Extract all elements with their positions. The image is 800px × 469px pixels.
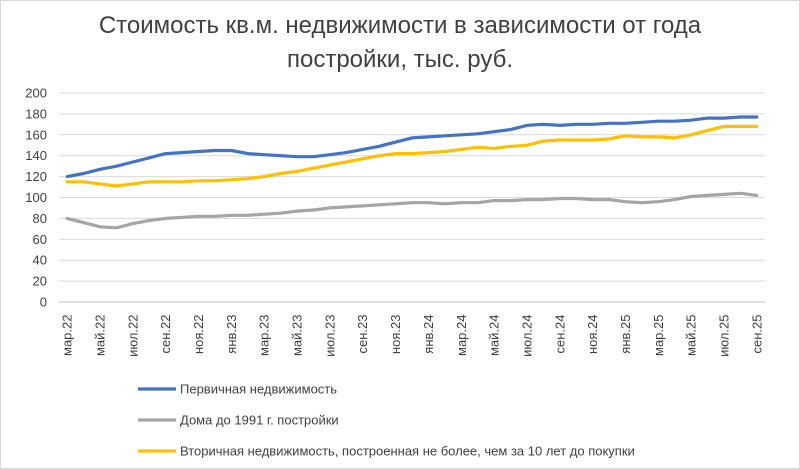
y-tick-label: 100 (25, 190, 47, 205)
x-tick-label: ноя.23 (388, 315, 403, 355)
x-tick-label: ноя.22 (191, 315, 206, 355)
chart-title-line-1: Стоимость кв.м. недвижимости в зависимос… (99, 12, 702, 39)
x-tick-label: мар.22 (60, 315, 75, 356)
x-tick-label: сен.24 (552, 315, 567, 354)
y-tick-label: 120 (25, 169, 47, 184)
x-tick-label: янв.24 (421, 315, 436, 354)
chart-title-line-2: постройки, тыс. руб. (287, 46, 513, 73)
series-line-1 (65, 115, 759, 179)
legend-label: Дома до 1991 г. постройки (180, 413, 339, 428)
x-tick-label: ноя.24 (585, 315, 600, 355)
y-tick-label: 160 (25, 127, 47, 142)
x-tick-label: сен.23 (355, 315, 370, 354)
x-tick-label: сен.22 (158, 315, 173, 354)
y-tick-label: 20 (33, 274, 47, 289)
x-tick-label: май.25 (684, 315, 699, 357)
x-tick-label: июл.22 (125, 315, 140, 357)
series-lines (65, 115, 759, 230)
x-tick-label: мар.25 (651, 315, 666, 356)
x-tick-label: май.24 (487, 315, 502, 357)
y-tick-label: 40 (33, 253, 47, 268)
y-axis-ticks: 0 20 40 60 80 100 120 140 160 180 200 (25, 86, 47, 310)
x-tick-label: июл.24 (519, 315, 534, 357)
gridlines (59, 92, 765, 303)
y-tick-label: 80 (33, 211, 47, 226)
y-tick-label: 0 (40, 295, 47, 310)
series-line-3 (65, 124, 759, 188)
x-tick-label: июл.25 (716, 315, 731, 357)
x-tick-label: сен.25 (749, 315, 764, 354)
x-tick-label: май.23 (290, 315, 305, 357)
y-tick-label: 60 (33, 232, 47, 247)
legend-label: Первичная недвижимость (180, 382, 337, 397)
y-tick-label: 200 (25, 86, 47, 101)
x-tick-label: мар.24 (454, 315, 469, 356)
legend: Первичная недвижимость Дома до 1991 г. по… (138, 382, 635, 459)
x-tick-label: янв.23 (224, 315, 239, 354)
x-tick-label: мар.23 (257, 315, 272, 356)
x-tick-label: май.22 (93, 315, 108, 357)
y-tick-label: 140 (25, 148, 47, 163)
series-line-2 (65, 191, 759, 230)
y-tick-label: 180 (25, 106, 47, 121)
x-axis-ticks: мар.22 май.22 июл.22 сен.22 ноя.22 янв.23 мар.… (60, 315, 765, 357)
legend-label: Вторичная недвижимость, построенная не б… (180, 444, 635, 459)
x-tick-label: янв.25 (618, 315, 633, 354)
x-tick-label: июл.23 (322, 315, 337, 357)
